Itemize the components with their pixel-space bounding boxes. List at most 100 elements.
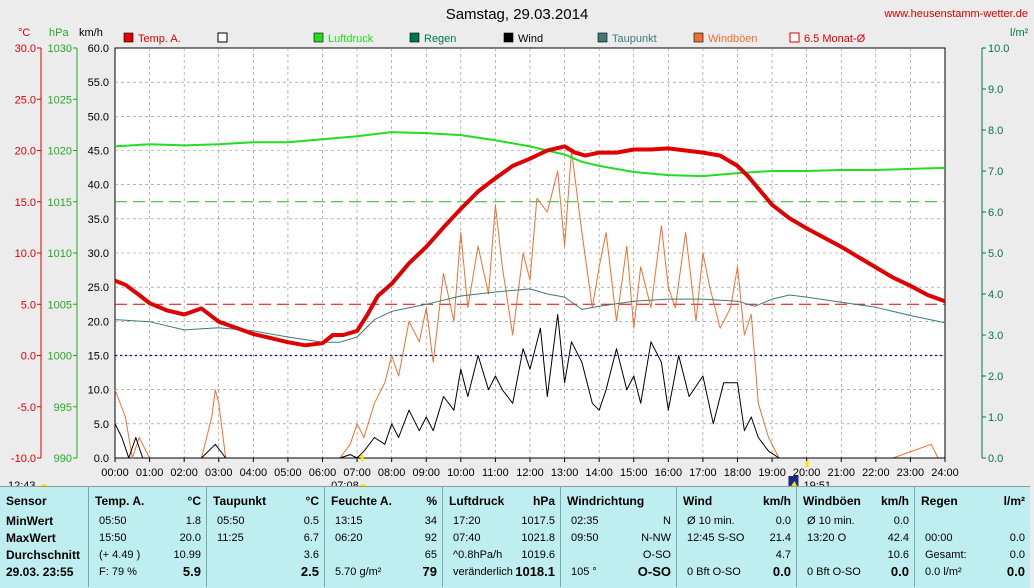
table-column-header: Temp. A. °C [89,493,207,509]
axis-tick-time: 16:00 [655,467,683,479]
table-cell-row: 05:50 0.5 [207,513,325,529]
table-cell-row: 0 Bft O-SO 0.0 [797,564,915,580]
axis-tick-wind: 45.0 [88,146,109,158]
column-title: Windböen [803,494,861,508]
table-cell-row: 05:50 1.8 [89,513,207,529]
cell-value: 3.6 [303,549,319,561]
cell-value: 2.5 [300,564,319,579]
table-cell-row [915,513,1031,529]
axis-tick-time: 20:00 [793,467,821,479]
column-unit: l/m² [1003,494,1025,508]
axis-tick-rain: 2.0 [988,371,1003,383]
table-column-header: Wind km/h [677,493,797,509]
table-column: Regen l/m² 00:00 0.0 Gesamt: 0.0 0.0 l/m² 0.0 [914,487,1031,587]
axis-tick-rain: 10.0 [988,43,1009,55]
axis-tick-pressure: 1025 [48,94,72,106]
table-cell-row: 09:50 N-NW [561,530,677,546]
table-cell-row: 5.70 g/m² 79 [325,564,443,580]
column-title: Temp. A. [95,494,145,508]
cell-detail: 105 ° [571,566,597,578]
axis-tick-pressure: 1015 [48,197,72,209]
cell-value: 0.0 [1009,532,1025,544]
axis-tick-time: 11:00 [482,467,509,479]
table-cell-row: 02:35 N [561,513,677,529]
site-url[interactable]: www.heusenstamm-wetter.de [884,8,1028,20]
cell-detail: 13:15 [335,515,363,527]
axis-tick-wind: 5.0 [94,419,109,431]
table-cell-row: 00:00 0.0 [915,530,1031,546]
axis-tick-wind: 20.0 [88,316,109,328]
legend-label: Taupunkt [612,33,657,45]
axis-tick-temp: 30.0 [15,43,36,55]
cell-value: O-SO [642,549,671,561]
table-cell-row: 13:15 34 [325,513,443,529]
axis-tick-temp: 20.0 [15,146,36,158]
cell-detail: Gesamt: [925,549,967,561]
table-cell-row: 10.6 [797,547,915,563]
table-cell-row: F: 79 % 5.9 [89,564,207,580]
cell-value: N [663,515,671,527]
column-unit: hPa [532,494,555,508]
column-unit: km/h [762,494,791,508]
axis-tick-pressure: 995 [54,402,72,414]
cell-detail: 0 Bft O-SO [687,566,741,578]
column-unit: °C [187,494,201,508]
legend-swatch [409,32,420,43]
legend-label: Temp. A. [138,33,181,45]
table-column: Luftdruck hPa 17:20 1017.5 07:40 1021.8 ^0.8hP… [442,487,561,587]
legend-swatch [217,32,228,43]
cell-value: 1018.1 [515,564,555,579]
table-cell-row: 12:45 S-SO 21.4 [677,530,797,546]
legend-swatch [789,32,800,43]
summary-table: Sensor MinWert MaxWert Durchschnitt 29.03. 2… [0,486,1030,588]
cell-value: 0.0 [890,564,909,579]
table-cell-row: 13:20 O 42.4 [797,530,915,546]
axis-tick-time: 09:00 [412,467,440,479]
axis-tick-time: 02:00 [170,467,198,479]
table-column-labels: Sensor MinWert MaxWert Durchschnitt 29.03. 2… [0,487,88,587]
axis-tick-wind: 60.0 [88,43,109,55]
axis-unit-rain: l/m² [1010,27,1029,39]
cell-detail: ^0.8hPa/h [453,549,503,561]
table-row-label: Durchschnitt [6,548,81,562]
sunrise-tick [360,455,364,461]
table-cell-row: 105 ° O-SO [561,564,677,580]
axis-tick-pressure: 1030 [48,43,72,55]
axis-tick-wind: 30.0 [88,248,109,260]
cell-value: 92 [424,532,437,544]
axis-tick-pressure: 1020 [48,146,72,158]
legend-swatch [597,32,608,43]
sunset-tick [805,461,809,467]
axis-tick-pressure: 1005 [48,299,72,311]
cell-value: 0.0 [1009,549,1025,561]
column-unit: °C [305,494,319,508]
cell-value: 79 [422,564,437,579]
axis-tick-time: 06:00 [309,467,337,479]
table-cell-row: 0 Bft O-SO 0.0 [677,564,797,580]
axis-tick-time: 08:00 [378,467,406,479]
column-title: Luftdruck [449,494,505,508]
column-title: Windrichtung [567,494,645,508]
axis-tick-time: 10:00 [447,467,475,479]
axis-tick-time: 01:00 [136,467,164,479]
table-cell-row: (+ 4.49 ) 10.99 [89,547,207,563]
axis-tick-time: 04:00 [240,467,268,479]
legend-label: Wind [518,33,543,45]
weather-chart: 30.0 1030 25.0 1025 20.0 1020 15.0 1015 10.0 1010… [8,27,1029,486]
table-row-label: MaxWert [6,531,56,545]
axis-tick-pressure: 1010 [48,248,72,260]
cell-value: 65 [424,549,437,561]
cell-value: 1017.5 [521,515,555,527]
table-cell-row: Ø 10 min. 0.0 [677,513,797,529]
cell-detail: 02:35 [571,515,599,527]
axis-tick-temp: 10.0 [15,248,36,260]
sunset-label: 19:51 [803,480,831,486]
table-cell-row: 07:40 1021.8 [443,530,561,546]
cell-value: 1019.6 [521,549,555,561]
axis-tick-wind: 50.0 [88,111,109,123]
axis-tick-wind: 25.0 [88,282,109,294]
chart-title: Samstag, 29.03.2014 [445,6,589,23]
axis-tick-pressure: 1000 [48,351,72,363]
table-column: Taupunkt °C 05:50 0.5 11:25 6.7 3.6 2.5 [206,487,325,587]
table-cell-row: 06:20 92 [325,530,443,546]
